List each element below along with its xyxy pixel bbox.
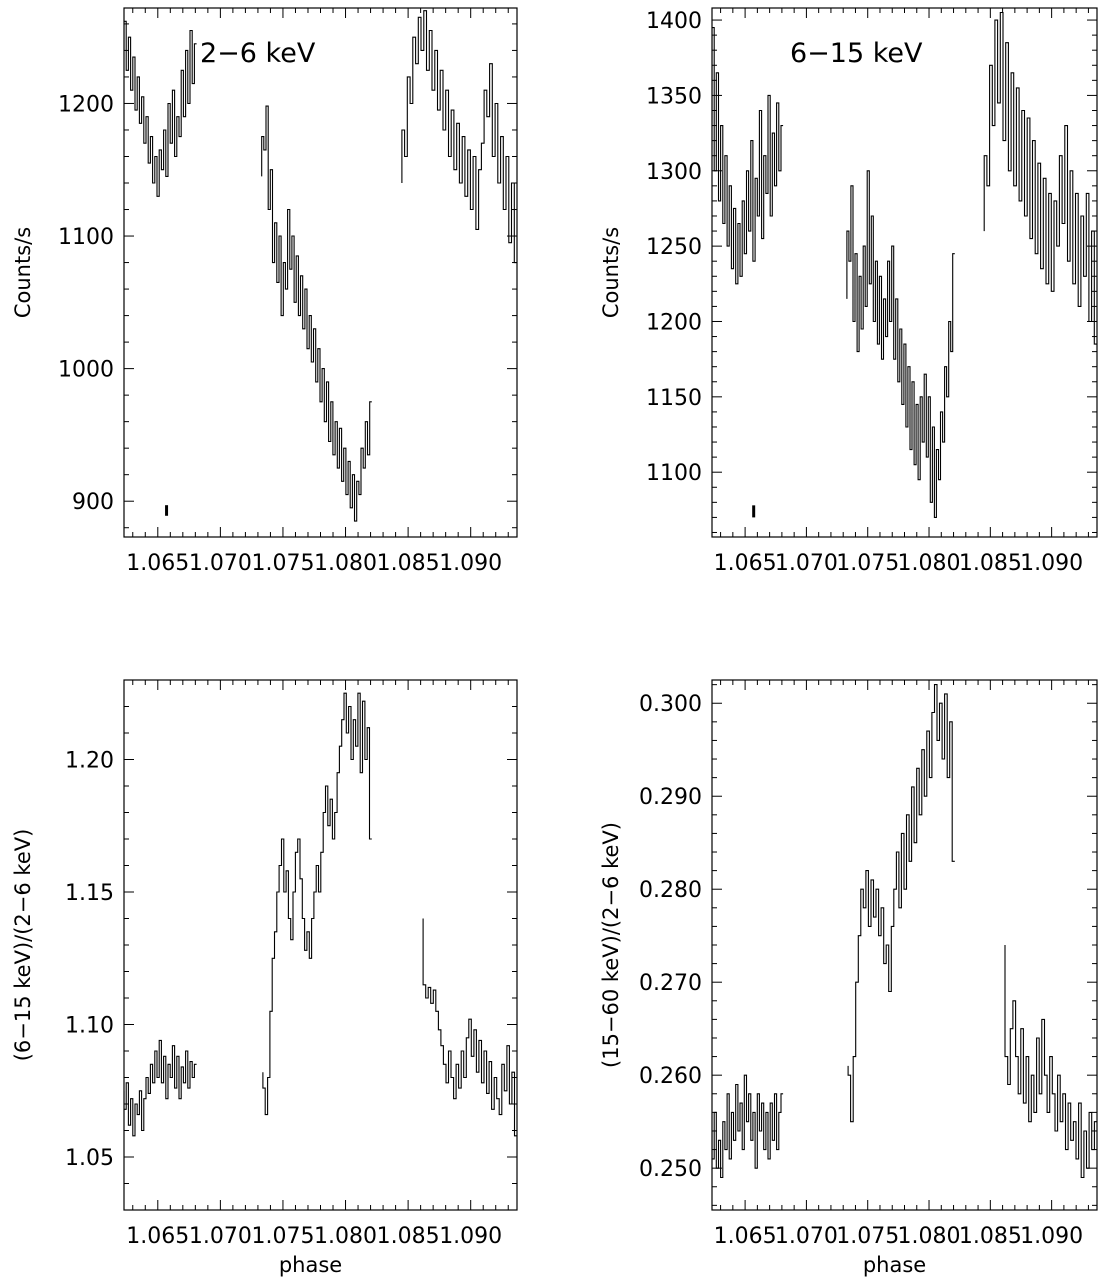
x-tick-label: 1.080 (898, 1224, 961, 1249)
panel-counts-2-6kev: 1.065 1.070 1.075 1.080 1.085 1.090 900 1000 110… (11, 7, 518, 576)
y-tick-label: 0.280 (639, 878, 702, 903)
series-segment-2 (846, 170, 955, 518)
energy-band-annotation: 2−6 keV (200, 38, 316, 69)
y-tick-label: 1.15 (65, 881, 114, 906)
x-tick-label: 1.065 (714, 1224, 777, 1249)
y-tick-label: 900 (72, 490, 114, 515)
y-tick-label: 1100 (58, 225, 114, 250)
y-tick-label: 0.250 (639, 1157, 702, 1182)
series-segment-3 (983, 11, 1097, 345)
y-tick-label: 0.270 (639, 971, 702, 996)
energy-band-annotation: 6−15 keV (790, 38, 923, 69)
y-axis-label: Counts/s (11, 227, 35, 318)
y-tick-label: 1.20 (65, 749, 114, 774)
y-tick-label: 1300 (646, 160, 702, 185)
y-axis-label: (6−15 keV)/(2−6 keV) (11, 829, 35, 1062)
y-tick-label: 1.05 (65, 1146, 114, 1171)
x-tick-label: 1.070 (189, 1224, 252, 1249)
x-tick-label: 1.085 (377, 1224, 440, 1249)
x-tick-label: 1.065 (126, 1224, 189, 1249)
series-segment-1 (124, 20, 197, 197)
y-tick-label: 1250 (646, 235, 702, 260)
y-tick-label: 1000 (58, 358, 114, 383)
x-tick-label: 1.090 (1020, 1224, 1083, 1249)
x-tick-label: 1.080 (898, 551, 961, 576)
x-tick-label: 1.070 (189, 551, 252, 576)
y-tick-label: 1200 (646, 310, 702, 335)
series-segment-1 (124, 1039, 197, 1137)
x-tick-label: 1.065 (714, 551, 777, 576)
x-tick-label: 1.075 (836, 1224, 899, 1249)
y-axis-label: (15−60 keV)/(2−6 keV) (599, 822, 623, 1068)
x-tick-label: 1.070 (775, 1224, 838, 1249)
x-tick-label: 1.090 (439, 551, 502, 576)
series-segment-1 (712, 1074, 784, 1179)
y-tick-label: 0.300 (639, 692, 702, 717)
y-tick-label: 1100 (646, 461, 702, 486)
x-tick-label: 1.070 (775, 551, 838, 576)
y-tick-label: 0.290 (639, 785, 702, 810)
x-axis-label: phase (863, 1253, 926, 1277)
x-tick-label: 1.075 (251, 1224, 314, 1249)
x-tick-label: 1.085 (377, 551, 440, 576)
x-tick-label: 1.075 (836, 551, 899, 576)
y-tick-label: 0.260 (639, 1064, 702, 1089)
x-tick-label: 1.075 (251, 551, 314, 576)
x-tick-label: 1.080 (314, 1224, 377, 1249)
series-segment-2 (262, 692, 372, 1116)
x-tick-label: 1.065 (126, 551, 189, 576)
y-tick-label: 1350 (646, 84, 702, 109)
plot-frame (711, 7, 1098, 538)
series-segment-3 (422, 918, 517, 1137)
series-segment-1 (712, 27, 784, 285)
series-segment-2 (847, 684, 955, 1123)
panel-ratio-6-15-over-2-6: 1.065 1.070 1.075 1.080 1.085 1.090 1.05 1.10 1.… (11, 679, 518, 1277)
series-segment-3 (1004, 945, 1097, 1179)
series-segment-3 (401, 10, 517, 264)
x-tick-label: 1.085 (959, 1224, 1022, 1249)
x-tick-label: 1.090 (439, 1224, 502, 1249)
x-tick-label: 1.080 (314, 551, 377, 576)
y-tick-label: 1200 (58, 92, 114, 117)
x-axis-label: phase (279, 1253, 342, 1277)
x-tick-label: 1.090 (1020, 551, 1083, 576)
y-tick-label: 1.10 (65, 1014, 114, 1039)
y-tick-label: 1400 (646, 9, 702, 34)
y-tick-label: 1150 (646, 386, 702, 411)
series-segment-2 (261, 105, 372, 522)
plot-frame (123, 679, 518, 1211)
y-axis-label: Counts/s (599, 227, 623, 318)
x-tick-label: 1.085 (959, 551, 1022, 576)
